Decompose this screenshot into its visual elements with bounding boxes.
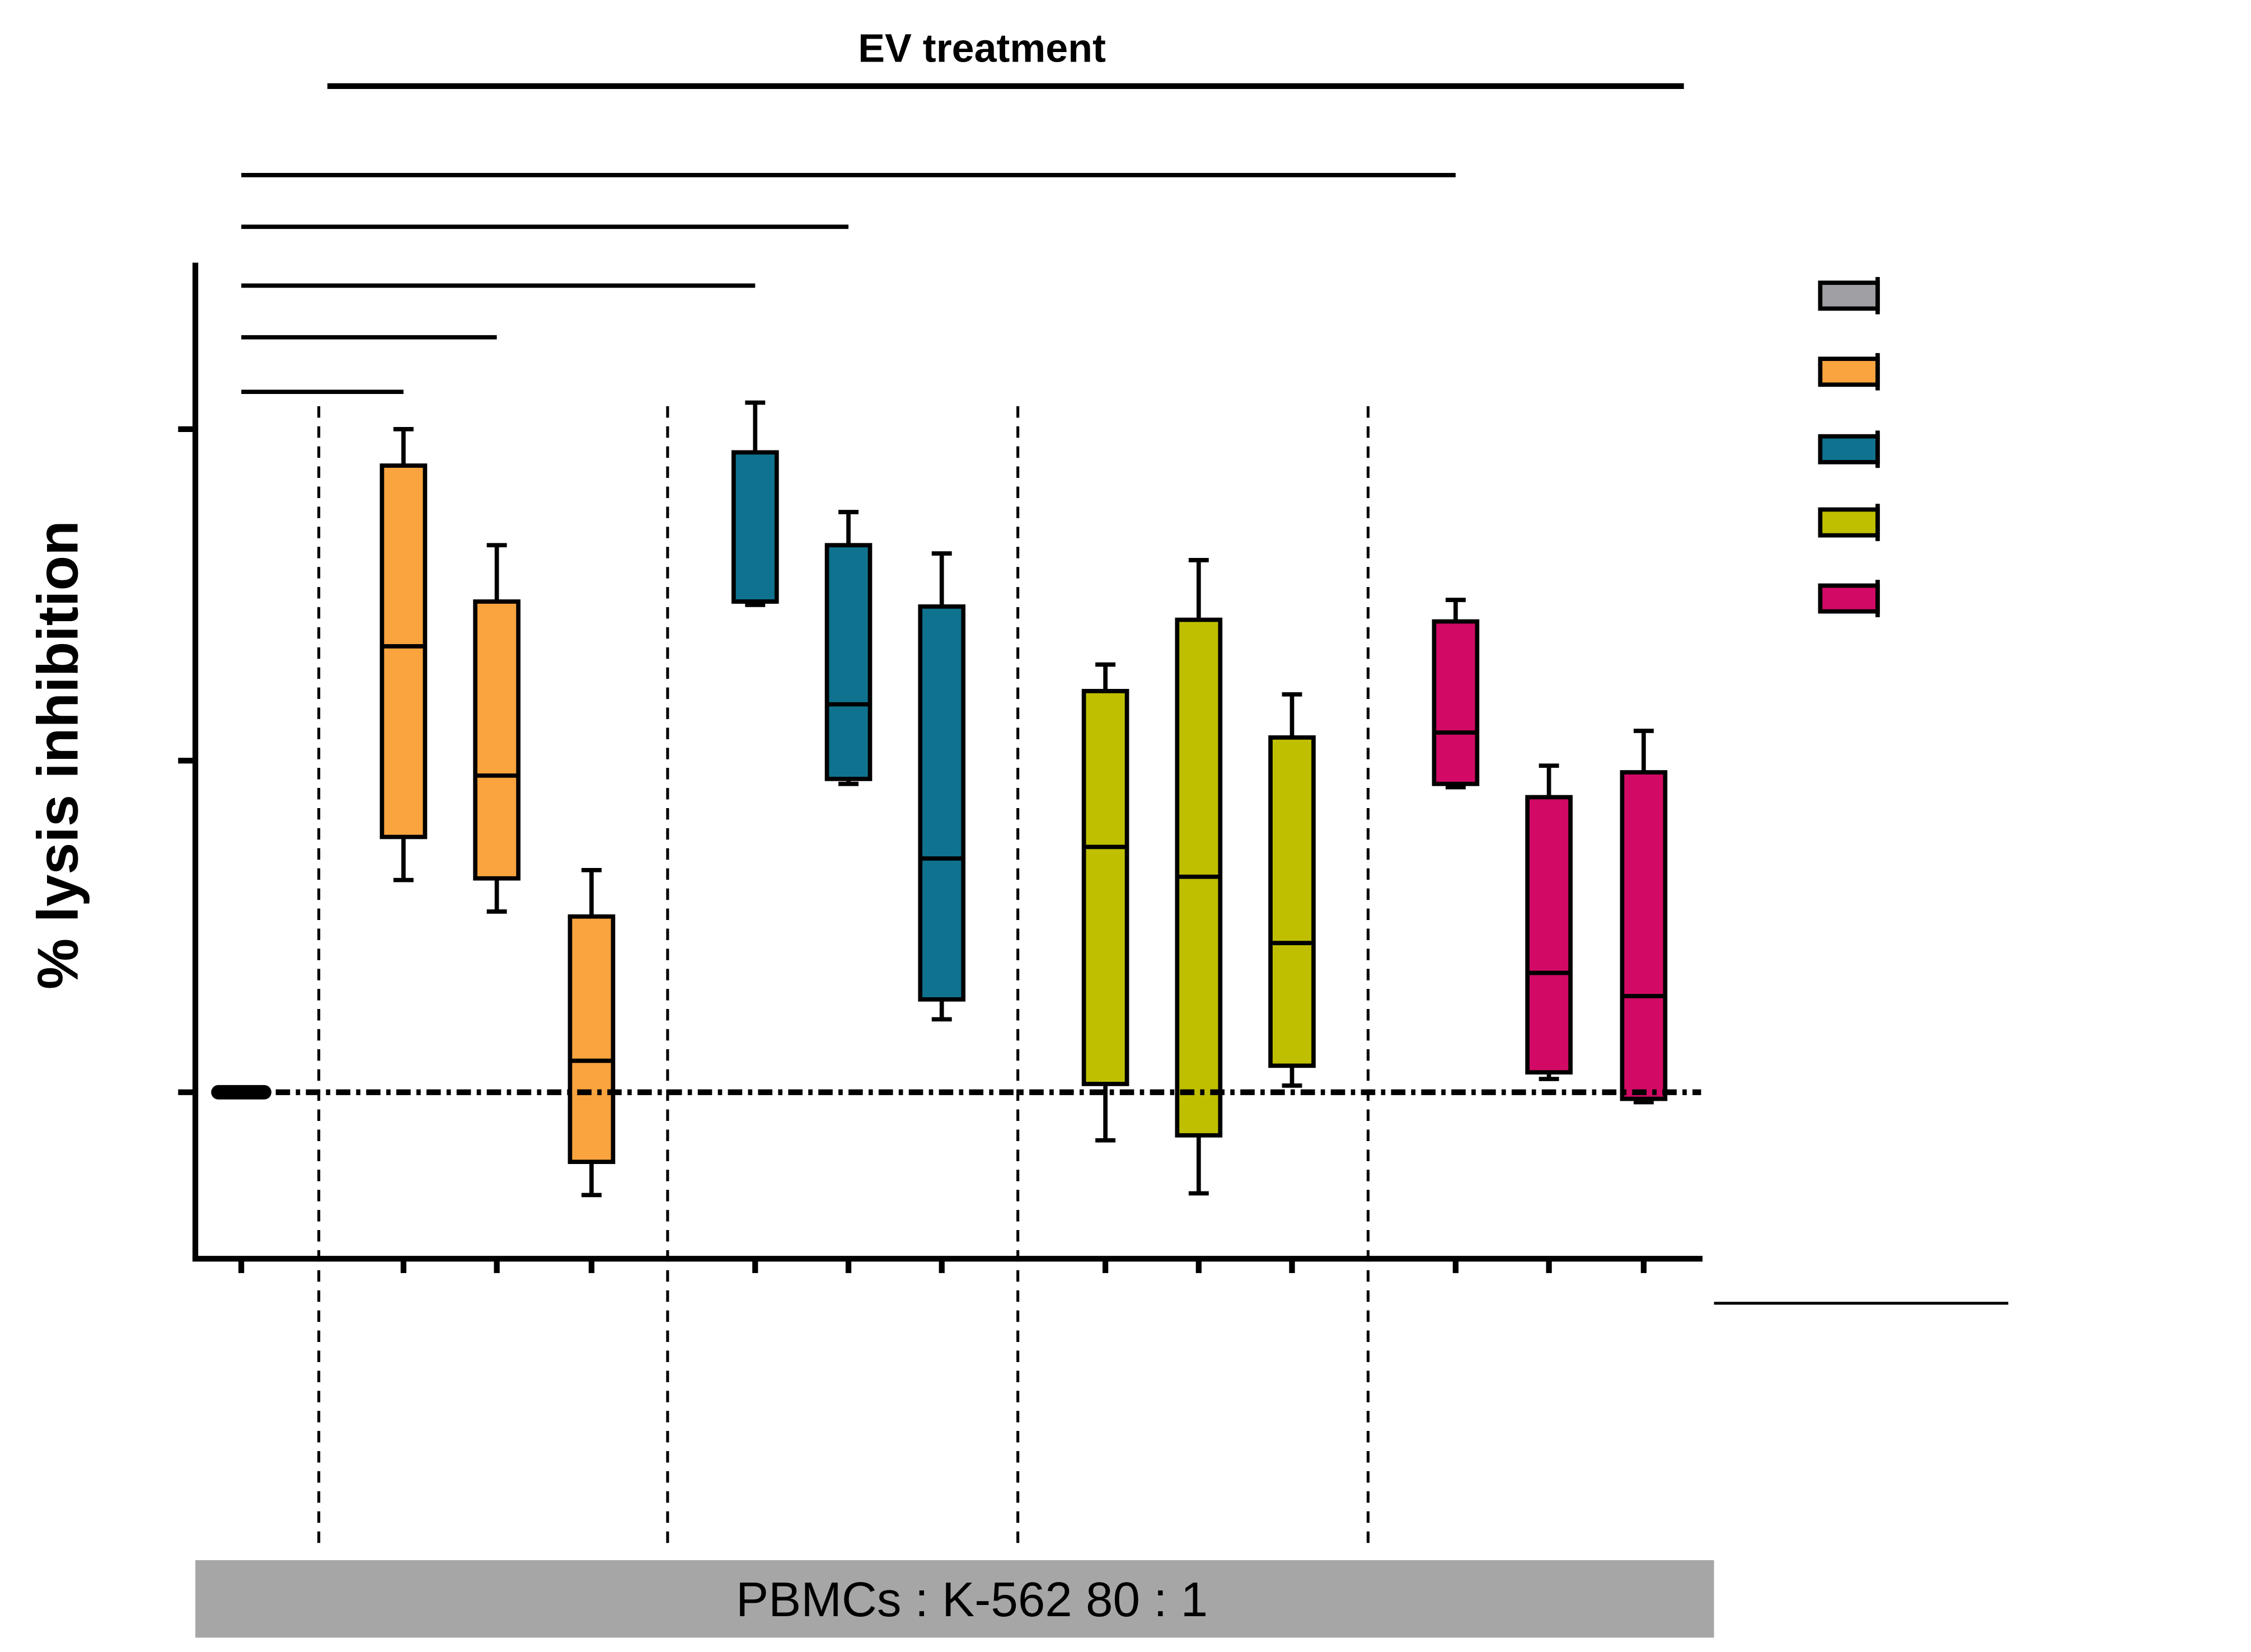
- significance-bars: [241, 173, 1456, 395]
- box-hl60-1: [379, 427, 428, 883]
- bottom-banner: [195, 1560, 1714, 1638]
- box-kg1-6: [918, 551, 966, 1022]
- box-iqr: [1525, 795, 1573, 1075]
- box-iqr: [1620, 770, 1668, 1101]
- box-molm-12: [1620, 729, 1668, 1105]
- box-kg1-4: [731, 400, 779, 607]
- box-molm-10: [1432, 598, 1480, 790]
- box-iqr: [1081, 689, 1129, 1086]
- legend-swatch-kg1: [1818, 434, 1880, 464]
- box-iqr: [379, 463, 428, 839]
- y-axis-label: % lysis inhibition: [26, 520, 90, 989]
- group-separators: [317, 406, 1370, 1547]
- box-iqr: [1268, 735, 1316, 1068]
- plot-area: [211, 400, 1668, 1198]
- box-hl60-3: [568, 867, 616, 1198]
- box-kg1-5: [824, 510, 873, 786]
- ev-treatment-label: EV treatment: [858, 26, 1106, 71]
- box-hl60-2: [473, 543, 520, 914]
- bottom-banner-text: PBMCs : K-562 80 : 1: [736, 1573, 1208, 1627]
- box-oci-9: [1268, 692, 1316, 1088]
- box-oci-7: [1081, 662, 1129, 1143]
- box-iqr: [473, 599, 520, 881]
- box-iqr: [568, 914, 616, 1165]
- legend-swatch-none: [1818, 280, 1880, 311]
- legend-swatch-hl60: [1818, 356, 1880, 387]
- legend: [1818, 276, 1880, 617]
- axes: [178, 262, 1703, 1273]
- box-molm-11: [1525, 763, 1573, 1081]
- box-iqr: [918, 604, 966, 1002]
- legend-swatch-molm: [1818, 583, 1880, 614]
- box-iqr: [731, 450, 779, 604]
- box-iqr: [824, 543, 873, 781]
- legend-swatch-oci: [1818, 507, 1880, 538]
- box-oci-8: [1175, 558, 1223, 1196]
- box-iqr: [1432, 619, 1480, 786]
